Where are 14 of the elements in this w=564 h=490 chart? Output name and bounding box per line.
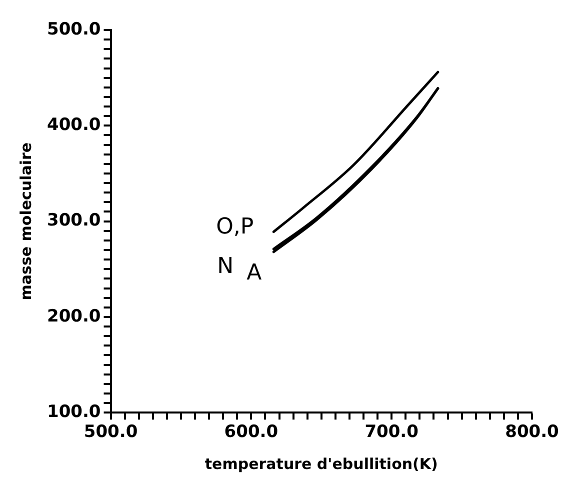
y-tick-label: 400.0 <box>46 115 101 136</box>
x-tick-label: 700.0 <box>364 422 419 442</box>
y-tick-label: 200.0 <box>46 306 101 326</box>
series-label: N <box>217 254 234 279</box>
series-label: O,P <box>216 214 254 240</box>
x-tick-label: 500.0 <box>84 422 138 442</box>
y-axis-title: masse moleculaire <box>16 142 35 300</box>
x-tick-label: 800.0 <box>505 422 560 442</box>
y-tick-label: 100.0 <box>46 402 101 422</box>
x-tick-label: 600.0 <box>224 422 278 442</box>
series-label: A <box>246 260 262 286</box>
y-tick-label: 300.0 <box>46 210 101 231</box>
y-tick-label: 500.0 <box>46 19 101 40</box>
x-axis-title: temperature d'ebullition(K) <box>204 454 438 473</box>
